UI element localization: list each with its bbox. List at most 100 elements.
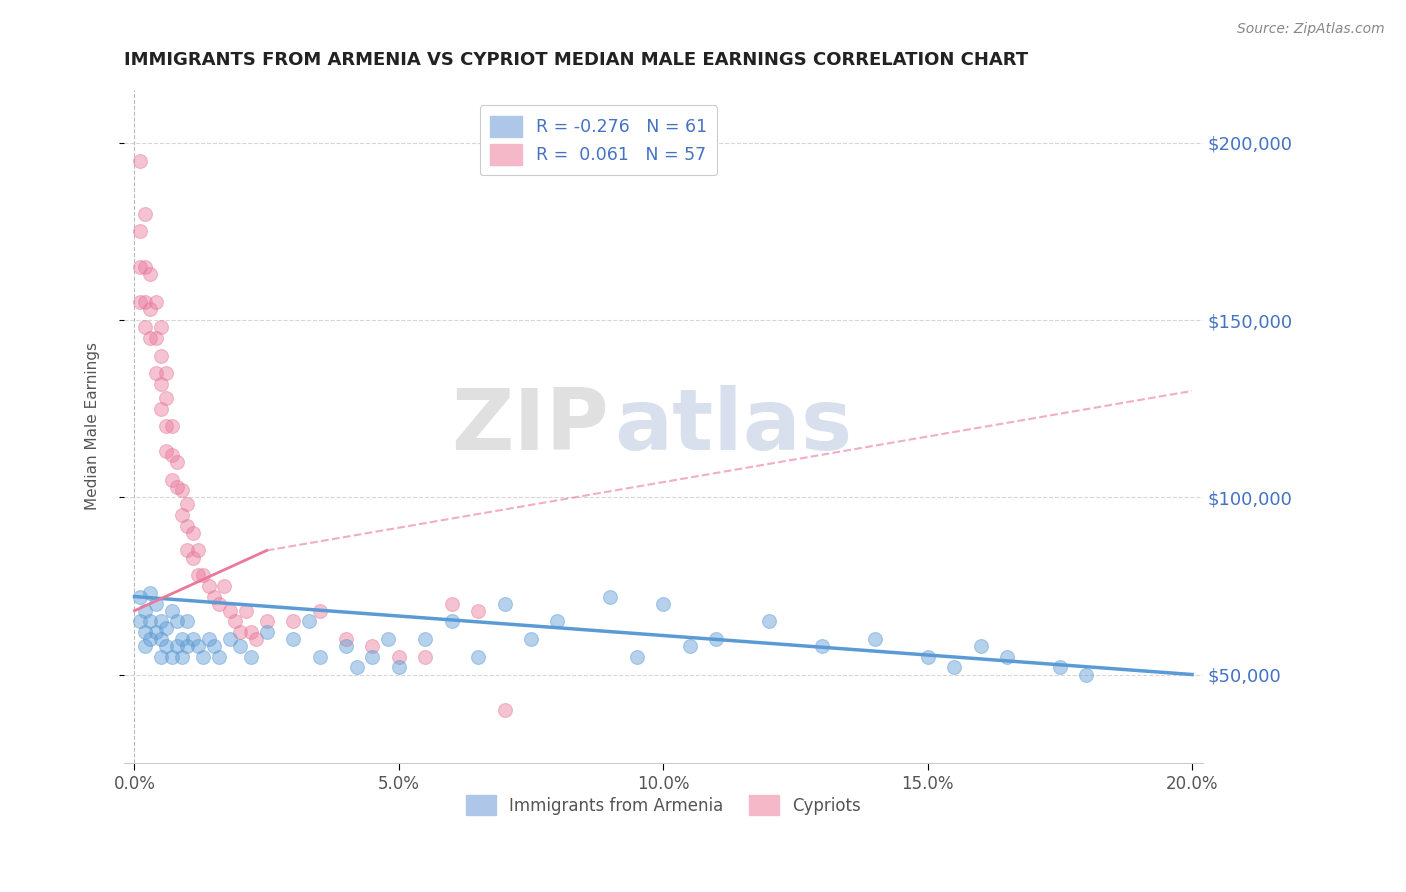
Point [149, 376, 172, 391]
Point [160, 448, 183, 462]
Point [995, 649, 1018, 664]
Point [134, 260, 156, 274]
Point [181, 550, 204, 565]
Point [134, 207, 156, 221]
Point [1076, 667, 1098, 681]
Point [149, 615, 172, 629]
Point [256, 615, 278, 629]
Point [520, 632, 543, 646]
Point [308, 649, 330, 664]
Point [170, 483, 193, 498]
Point [155, 419, 177, 434]
Point [413, 632, 436, 646]
Point [1049, 660, 1071, 674]
Point [166, 639, 188, 653]
Point [679, 639, 702, 653]
Point [494, 703, 516, 717]
Point [335, 632, 357, 646]
Point [361, 639, 384, 653]
Point [197, 632, 219, 646]
Point [811, 639, 834, 653]
Point [134, 295, 156, 310]
Point [229, 639, 252, 653]
Point [187, 568, 209, 582]
Point [214, 579, 236, 593]
Point [134, 320, 156, 334]
Point [134, 625, 156, 640]
Point [193, 649, 215, 664]
Point [547, 615, 569, 629]
Point [346, 660, 368, 674]
Point [758, 615, 780, 629]
Point [652, 597, 675, 611]
Point [208, 597, 231, 611]
Point [943, 660, 966, 674]
Point [256, 625, 278, 640]
Point [193, 568, 215, 582]
Point [187, 543, 209, 558]
Text: Source: ZipAtlas.com: Source: ZipAtlas.com [1237, 22, 1385, 37]
Text: IMMIGRANTS FROM ARMENIA VS CYPRIOT MEDIAN MALE EARNINGS CORRELATION CHART: IMMIGRANTS FROM ARMENIA VS CYPRIOT MEDIA… [124, 51, 1028, 69]
Point [388, 660, 411, 674]
Point [969, 639, 991, 653]
Point [176, 518, 198, 533]
Point [235, 604, 257, 618]
Point [917, 649, 939, 664]
Point [181, 632, 204, 646]
Point [281, 615, 304, 629]
Point [160, 419, 183, 434]
Point [176, 615, 198, 629]
Point [197, 579, 219, 593]
Point [704, 632, 727, 646]
Point [134, 639, 156, 653]
Point [388, 649, 411, 664]
Point [863, 632, 886, 646]
Point [187, 639, 209, 653]
Point [494, 597, 516, 611]
Point [202, 590, 225, 604]
Point [145, 625, 167, 640]
Point [176, 639, 198, 653]
Point [128, 153, 150, 168]
Point [149, 649, 172, 664]
Point [440, 597, 463, 611]
Point [160, 649, 183, 664]
Point [599, 590, 621, 604]
Point [128, 590, 150, 604]
Point [149, 401, 172, 416]
Point [134, 604, 156, 618]
Point [128, 260, 150, 274]
Point [202, 639, 225, 653]
Point [308, 604, 330, 618]
Point [413, 649, 436, 664]
Point [128, 615, 150, 629]
Point [467, 649, 489, 664]
Point [218, 604, 240, 618]
Point [224, 615, 246, 629]
Point [139, 331, 162, 345]
Point [155, 639, 177, 653]
Point [181, 525, 204, 540]
Point [170, 649, 193, 664]
Point [335, 639, 357, 653]
Point [149, 320, 172, 334]
Point [139, 267, 162, 281]
Y-axis label: Median Male Earnings: Median Male Earnings [86, 343, 100, 510]
Point [145, 597, 167, 611]
Text: ZIP: ZIP [451, 385, 609, 468]
Point [166, 480, 188, 494]
Point [155, 444, 177, 458]
Point [377, 632, 399, 646]
Point [208, 649, 231, 664]
Point [139, 586, 162, 600]
Point [160, 604, 183, 618]
Point [128, 295, 150, 310]
Point [145, 295, 167, 310]
Point [166, 615, 188, 629]
Point [139, 632, 162, 646]
Point [229, 625, 252, 640]
Point [170, 632, 193, 646]
Point [239, 649, 262, 664]
Point [176, 543, 198, 558]
Point [467, 604, 489, 618]
